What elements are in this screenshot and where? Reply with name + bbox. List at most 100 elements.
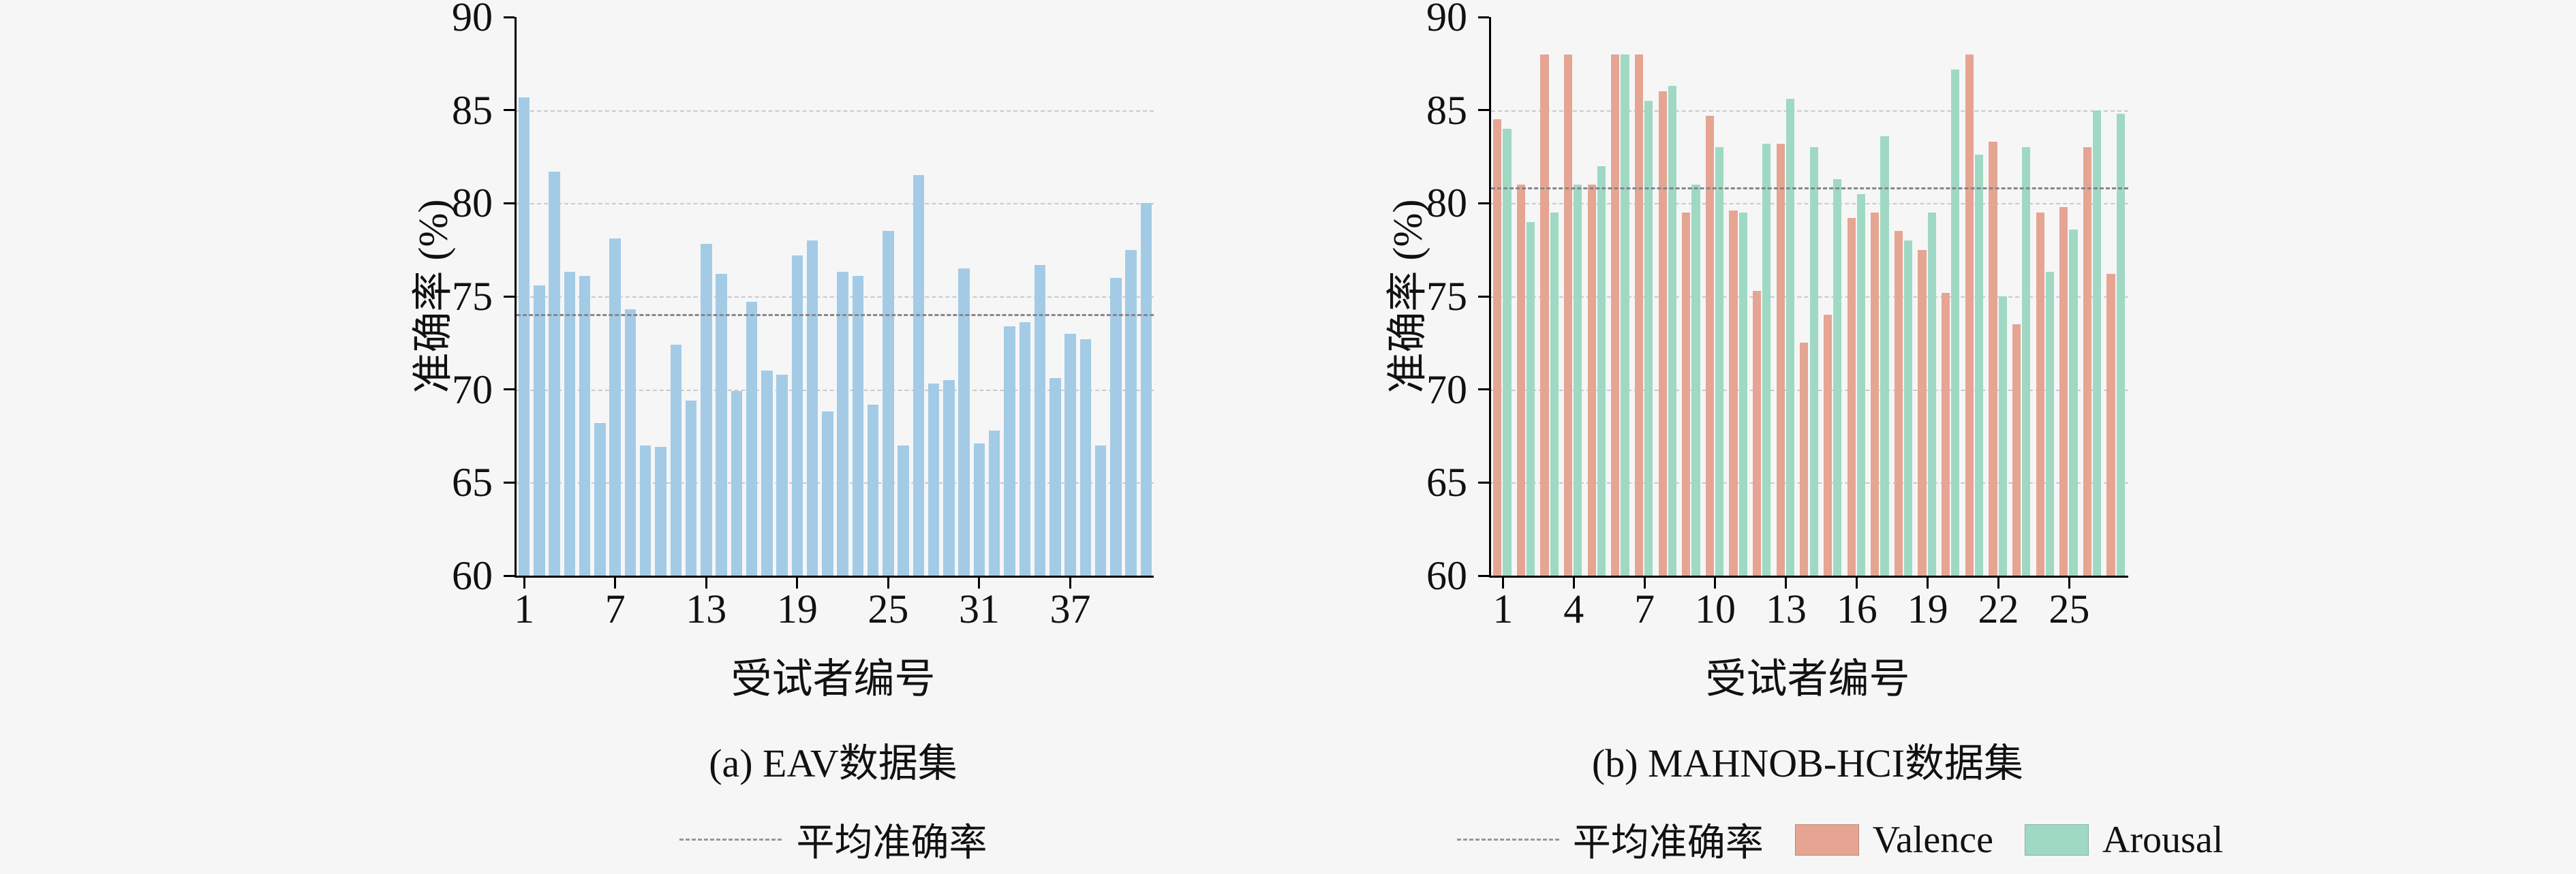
y-tick-mark (504, 16, 515, 18)
bar-arousal (1833, 178, 1842, 576)
bar-arousal (1597, 166, 1606, 576)
legend-row: 平均准确率 平均准确率 Valence Arousal (0, 812, 2576, 867)
bar (867, 404, 879, 576)
bar (670, 345, 681, 576)
bar-arousal (1668, 86, 1676, 576)
bar (837, 272, 848, 576)
bar-arousal (1621, 54, 1629, 576)
bar-valence (1753, 290, 1762, 576)
bar-arousal (1762, 143, 1771, 576)
y-tick-label: 75 (452, 274, 493, 319)
x-tick-mark (523, 578, 525, 589)
gridline (517, 389, 1154, 391)
bar-valence (1564, 54, 1573, 576)
y-tick-label: 60 (452, 553, 493, 598)
y-tick-label: 80 (1426, 181, 1467, 226)
bar (1019, 322, 1030, 576)
arousal-swatch (2024, 824, 2089, 856)
bar (518, 97, 530, 576)
caption-eav: (a) EAV数据集 (709, 741, 957, 785)
bar-arousal (1809, 147, 1818, 576)
bar-valence (1776, 143, 1785, 576)
bar (761, 371, 773, 576)
bar-valence (1942, 292, 1950, 576)
bar-arousal (2069, 229, 2078, 576)
y-tick-mark (1478, 16, 1489, 18)
bar (1064, 333, 1076, 576)
bar (973, 443, 985, 576)
mean-accuracy-line (1491, 187, 2128, 189)
y-tick-label: 90 (452, 0, 493, 40)
bar-arousal (2022, 147, 2031, 576)
y-tick-mark (504, 295, 515, 298)
gridline (517, 203, 1154, 205)
bar (806, 240, 818, 576)
y-tick-label: 85 (1426, 87, 1467, 133)
legend-eav: 平均准确率 (515, 812, 1152, 867)
x-tick-label: 4 (1563, 587, 1584, 631)
x-tick-mark (1997, 578, 2000, 589)
arousal-label: Arousal (2102, 818, 2224, 861)
x-tick-label: 1 (514, 587, 535, 631)
bar (822, 411, 833, 576)
bar-arousal (1526, 221, 1535, 576)
bar (685, 401, 697, 576)
x-tick-mark (705, 578, 707, 589)
bar-arousal (1904, 240, 1913, 576)
x-tick-mark (887, 578, 889, 589)
y-tick-label: 90 (1426, 0, 1467, 40)
bar-arousal (1574, 185, 1582, 576)
x-tick-mark (1501, 578, 1504, 589)
x-tick-label: 19 (1907, 587, 1948, 631)
y-tick-label: 65 (452, 460, 493, 505)
bar-valence (1871, 213, 1880, 576)
x-tick-mark (1856, 578, 1858, 589)
bar (1049, 378, 1061, 576)
x-tick-label: 37 (1049, 587, 1091, 631)
y-tick-mark (504, 109, 515, 112)
bar-arousal (1785, 99, 1795, 576)
x-tick-label: 25 (868, 587, 909, 631)
bar (746, 302, 758, 576)
bar-arousal (2093, 110, 2102, 576)
valence-label: Valence (1872, 818, 1993, 861)
bar (716, 274, 727, 576)
chart-mahnob: 60 65 70 75 80 85 90 1 4 7 10 13 16 19 22 25 准确率 (%) 受试… (1385, 0, 2128, 785)
y-tick-label: 75 (1426, 274, 1467, 319)
bar (594, 422, 606, 576)
bar (549, 171, 560, 576)
x-tick-label: 1 (1492, 587, 1514, 631)
bar (609, 238, 621, 576)
bar (1079, 339, 1092, 576)
x-tick-label: 13 (686, 587, 727, 631)
y-tick-label: 60 (1426, 553, 1467, 598)
mean-line-sample (679, 839, 782, 841)
y-tick-mark (1478, 109, 1489, 112)
plot-area-eav: 60 65 70 75 80 85 90 1 7 13 19 25 31 37 (452, 0, 1154, 631)
bar-arousal (1715, 147, 1724, 576)
x-tick-label: 7 (604, 587, 626, 631)
bar-valence (1516, 185, 1525, 576)
y-tick-label: 65 (1426, 460, 1467, 505)
x-tick-label: 10 (1694, 587, 1736, 631)
bar (579, 275, 591, 576)
y-tick-mark (1478, 295, 1489, 298)
x-tick-label: 25 (2049, 587, 2090, 631)
x-tick-mark (1643, 578, 1646, 589)
bar-valence (2083, 147, 2092, 576)
bar-arousal (1503, 129, 1512, 576)
x-tick-mark (1927, 578, 1929, 589)
bar-arousal (1974, 155, 1984, 576)
bar-valence (1540, 54, 1549, 576)
bar-valence (2036, 213, 2044, 576)
bar (883, 231, 894, 576)
mean-line-sample (1456, 839, 1559, 841)
bar (989, 430, 1000, 576)
x-tick-mark (2068, 578, 2070, 589)
valence-swatch (1794, 824, 1859, 856)
y-tick-mark (504, 202, 515, 204)
bar-valence (2106, 274, 2115, 576)
mean-accuracy-line (517, 313, 1154, 316)
x-tick-mark (1714, 578, 1717, 589)
bar-arousal (1691, 185, 1700, 576)
